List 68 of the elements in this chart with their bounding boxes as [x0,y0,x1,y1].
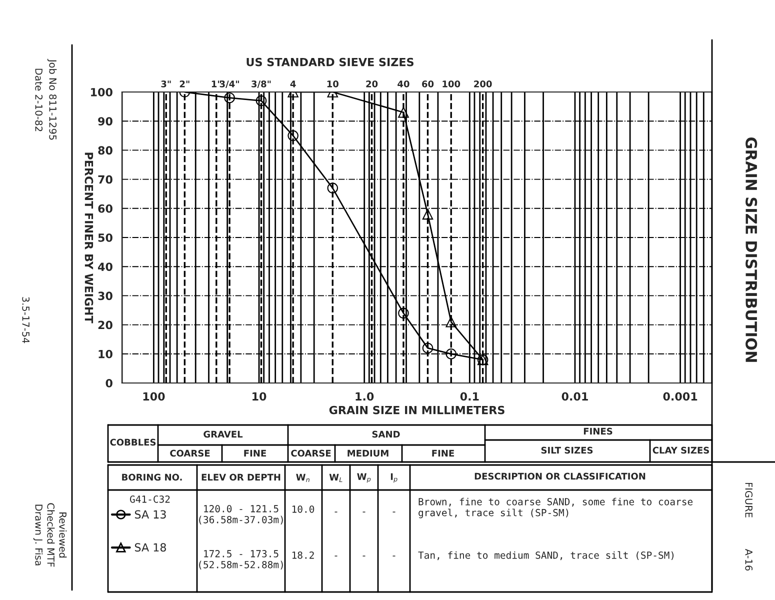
text: 40 [398,80,410,88]
y-tick-label: 20 [98,320,112,330]
text: Tan, fine to medium SAND, trace silt (SP-SM) [418,551,674,560]
text: 100 [442,80,460,88]
text: SILT SIZES [541,446,593,454]
text: COARSE [170,450,210,457]
y-tick-label: 90 [98,117,112,126]
text: FINE [432,450,454,456]
text: 60 [422,80,434,88]
text: W$_{L}$ [329,474,342,482]
text: 172.5 - 173.5 (52.58m-52.88m) [199,550,283,570]
text: Date 2-10-82 [35,68,43,132]
y-tick-label: 100 [91,88,112,96]
y-tick-label: 70 [98,175,112,184]
text: 3/4" [220,80,239,88]
y-tick-label: 30 [98,292,112,300]
text: Job No 811-1295 [47,58,57,140]
text: 3/8" [252,80,271,88]
text: 3" [161,80,171,88]
text: W$_{n}$ [296,474,310,482]
text: Brown, fine to coarse SAND, some fine to coarse gravel, trace silt (SP-SM) [418,498,693,518]
text: 200 [474,80,492,88]
x-tick-label: 10 [252,392,266,401]
text: COARSE [291,450,331,457]
text: 10.0 [292,505,314,513]
text: Reviewed [59,512,67,558]
y-tick-label: 40 [98,262,112,271]
text: FINE [244,450,266,456]
text: CLAY SIZES [652,446,709,454]
text: DESCRIPTION OR CLASSIFICATION [474,472,646,480]
text: SAND [372,430,400,438]
x-axis-title: GRAIN SIZE IN MILLIMETERS [329,406,504,414]
text: G41-C32 [130,495,170,503]
legend-label: SA 18 [134,543,166,552]
text: A-16 [745,548,753,571]
text: GRAIN SIZE DISTRIBUTION [746,137,758,362]
text: FINES [584,428,612,435]
x-tick-label: 0.1 [460,392,479,401]
y-axis-title: PERCENT FINER BY WEIGHT [84,152,94,324]
text: BORING NO. [122,474,182,481]
y-tick-label: 10 [98,350,112,358]
y-tick-label: 60 [98,204,112,213]
text: W$_{p}$ [357,473,371,483]
text: ELEV OR DEPTH [202,474,280,481]
text: Checked MTF [47,503,55,567]
text: I$_{p}$ [390,473,398,483]
text: 18.2 [292,551,314,559]
text: 3.5-17-54 [22,297,30,344]
text: GRAVEL [204,430,243,438]
text: COBBLES [110,438,156,446]
text: 10 [327,80,338,88]
x-tick-label: 0.001 [663,392,698,401]
y-tick-label: 80 [98,146,112,155]
text: 2" [180,80,190,88]
y-tick-label: 0 [106,378,112,388]
text: 20 [366,80,378,88]
text: MEDIUM [348,450,388,457]
text: FIGURE [745,482,753,518]
legend-label: SA 13 [134,510,166,519]
x-tick-label: 0.01 [562,392,588,401]
text: 1" [212,80,222,88]
x-tick-label: 1.0 [356,392,374,401]
text: Drawn J. Fisa [33,504,43,566]
text: 4 [290,80,296,88]
text: 120.0 - 121.5 (36.58m-37.03m) [199,505,283,524]
y-tick-label: 50 [98,233,112,242]
chart-subtitle: US STANDARD SIEVE SIZES [246,58,414,66]
x-tick-label: 100 [143,392,165,401]
